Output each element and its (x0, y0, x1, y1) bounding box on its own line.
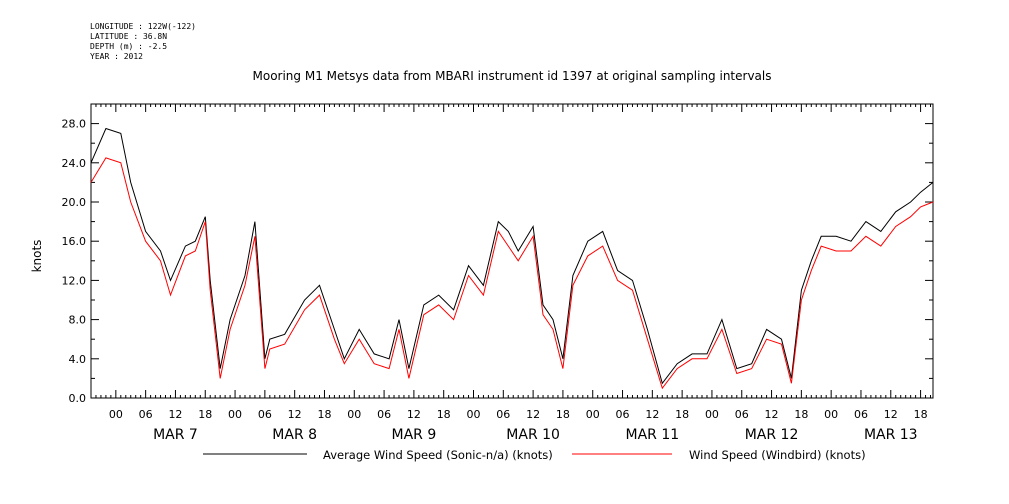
y-tick-label: 24.0 (62, 157, 87, 170)
x-tick-label: 00 (228, 408, 242, 421)
y-tick-label: 20.0 (62, 196, 87, 209)
x-day-label: MAR 11 (626, 427, 680, 443)
latitude-label: LATITUDE : 36.8N (90, 32, 167, 41)
longitude-label: LONGITUDE : 122W(-122) (90, 22, 196, 31)
x-tick-label: 18 (914, 408, 928, 421)
x-tick-label: 06 (854, 408, 868, 421)
x-day-label: MAR 8 (272, 427, 317, 443)
y-tick-label: 0.0 (69, 392, 87, 405)
y-tick-label: 4.0 (69, 353, 87, 366)
x-day-label: MAR 12 (745, 427, 799, 443)
x-tick-label: 12 (884, 408, 898, 421)
x-tick-label: 00 (586, 408, 600, 421)
x-tick-label: 12 (645, 408, 659, 421)
y-axis-title: knots (30, 240, 44, 273)
x-tick-label: 18 (675, 408, 689, 421)
chart-title: Mooring M1 Metsys data from MBARI instru… (253, 69, 772, 83)
year-label: YEAR : 2012 (90, 52, 143, 61)
x-tick-label: 12 (407, 408, 421, 421)
x-tick-label: 00 (109, 408, 123, 421)
depth-label: DEPTH (m) : -2.5 (90, 42, 167, 51)
x-tick-label: 18 (556, 408, 570, 421)
series-line-windbird (90, 157, 934, 390)
x-tick-label: 06 (735, 408, 749, 421)
x-axis: 00 06 12 18 00 06 12 18 00 06 12 18 00 06 12 18 00 06 12 18… (90, 104, 932, 443)
legend-label-sonic: Average Wind Speed (Sonic-n/a) (knots) (323, 448, 553, 462)
x-tick-label: 18 (317, 408, 331, 421)
x-tick-label: 18 (794, 408, 808, 421)
y-tick-label: 28.0 (62, 118, 87, 131)
x-tick-label: 00 (824, 408, 838, 421)
x-tick-label: 06 (616, 408, 630, 421)
x-tick-label: 12 (526, 408, 540, 421)
x-tick-label: 18 (198, 408, 212, 421)
x-day-label: MAR 7 (153, 427, 198, 443)
plot-frame (90, 103, 934, 399)
x-tick-label: 06 (496, 408, 510, 421)
x-tick-label: 06 (377, 408, 391, 421)
y-tick-label: 16.0 (62, 235, 87, 248)
metadata-block: LONGITUDE : 122W(-122) LATITUDE : 36.8N … (90, 22, 196, 61)
x-tick-label: 00 (467, 408, 481, 421)
x-tick-label: 18 (437, 408, 451, 421)
x-tick-label: 00 (347, 408, 361, 421)
x-tick-label: 00 (705, 408, 719, 421)
y-axis: 0.0 4.0 8.0 12.0 16.0 20.0 24.0 28.0 (62, 103, 933, 405)
x-tick-label: 06 (139, 408, 153, 421)
x-day-label: MAR 9 (392, 427, 437, 443)
y-tick-label: 12.0 (62, 274, 87, 287)
x-day-label: MAR 10 (506, 427, 560, 443)
x-tick-label: 12 (288, 408, 302, 421)
x-tick-label: 06 (258, 408, 272, 421)
x-tick-label: 12 (168, 408, 182, 421)
data-series (90, 127, 934, 390)
x-day-label: MAR 13 (864, 427, 918, 443)
legend: Average Wind Speed (Sonic-n/a) (knots) W… (203, 448, 866, 462)
legend-label-windbird: Wind Speed (Windbird) (knots) (689, 448, 866, 462)
series-line-sonic (90, 127, 934, 385)
y-tick-label: 8.0 (69, 314, 87, 327)
x-tick-label: 12 (765, 408, 779, 421)
